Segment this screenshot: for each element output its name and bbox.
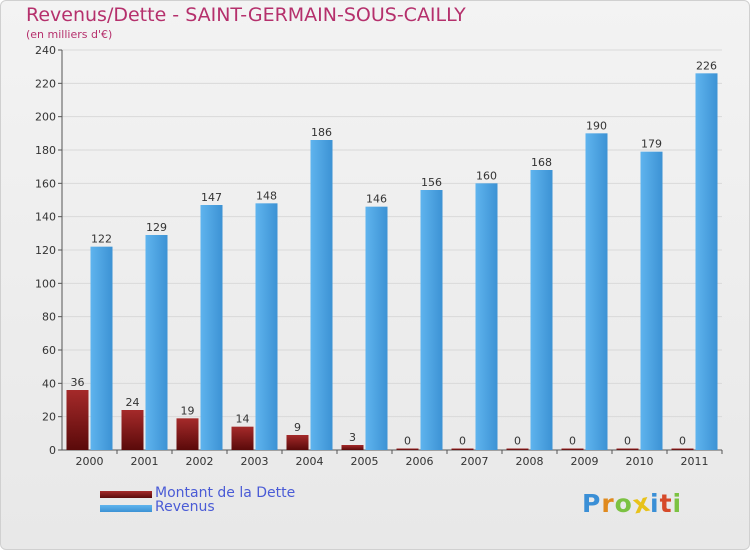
- data-label-revenue: 156: [421, 176, 442, 189]
- data-label-debt: 0: [569, 435, 576, 448]
- data-label-revenue: 146: [366, 193, 387, 206]
- chart-subtitle: (en milliers d'€): [26, 28, 113, 41]
- data-label-revenue: 186: [311, 126, 332, 139]
- y-tick-label: 80: [42, 311, 56, 324]
- legend-swatch-revenue: [100, 505, 152, 512]
- x-tick-label: 2007: [461, 455, 489, 468]
- x-tick-label: 2003: [241, 455, 269, 468]
- axes: [58, 49, 723, 454]
- legend-swatch-debt: [100, 491, 152, 498]
- data-label-revenue: 226: [696, 59, 717, 72]
- y-tick-label: 40: [42, 377, 56, 390]
- data-label-debt: 0: [459, 435, 466, 448]
- bar-revenue: [365, 206, 388, 450]
- x-tick-label: 2005: [351, 455, 379, 468]
- data-label-revenue: 160: [476, 169, 497, 182]
- data-label-revenue: 147: [201, 191, 222, 204]
- bar-debt: [561, 448, 584, 450]
- bar-revenue: [90, 246, 113, 450]
- logo-letter: t: [659, 489, 673, 518]
- data-label-revenue: 168: [531, 156, 552, 169]
- bar-debt: [341, 445, 364, 450]
- legend-label-debt: Montant de la Dette: [155, 485, 296, 501]
- y-tick-label: 20: [42, 411, 56, 424]
- bar-debt: [66, 390, 89, 450]
- bar-revenue: [255, 203, 278, 450]
- data-label-revenue: 148: [256, 189, 277, 202]
- chart-title: Revenus/Dette - SAINT-GERMAIN-SOUS-CAILL…: [26, 4, 466, 26]
- x-tick-label: 2000: [76, 455, 104, 468]
- bar-debt: [451, 448, 474, 450]
- bar-debt: [176, 418, 199, 450]
- bar-revenue: [585, 133, 608, 451]
- data-label-revenue: 190: [586, 119, 607, 132]
- y-tick-label: 60: [42, 344, 56, 357]
- logo-letter: P: [582, 489, 602, 518]
- logo-letter: r: [601, 489, 615, 518]
- logo-letter: o: [614, 489, 633, 518]
- bar-revenue: [200, 205, 223, 450]
- bar-revenue: [310, 140, 333, 450]
- bar-debt: [286, 435, 309, 450]
- bar-revenue: [145, 235, 168, 450]
- bar-revenue: [420, 190, 443, 450]
- y-tick-label: 100: [35, 277, 56, 290]
- data-label-revenue: 122: [91, 233, 112, 246]
- x-tick-label: 2001: [131, 455, 159, 468]
- y-tick-label: 180: [35, 144, 56, 157]
- bar-revenue: [640, 151, 663, 450]
- x-tick-label: 2008: [516, 455, 544, 468]
- labels: 0204060801001201401601802002202402000361…: [35, 44, 717, 468]
- legend-label-revenue: Revenus: [155, 499, 215, 515]
- bar-debt: [396, 448, 419, 450]
- proxiti-logo: Proxiti: [582, 488, 683, 520]
- data-label-revenue: 129: [146, 221, 167, 234]
- data-label-debt: 3: [349, 431, 356, 444]
- y-tick-label: 220: [35, 77, 56, 90]
- bar-debt: [121, 410, 144, 450]
- data-label-debt: 19: [181, 404, 195, 417]
- data-label-debt: 36: [71, 376, 85, 389]
- y-tick-label: 120: [35, 244, 56, 257]
- y-tick-label: 160: [35, 177, 56, 190]
- data-label-debt: 14: [236, 413, 250, 426]
- data-label-debt: 0: [514, 435, 521, 448]
- bars: [66, 73, 718, 451]
- y-tick-label: 140: [35, 211, 56, 224]
- data-label-debt: 9: [294, 421, 301, 434]
- bar-revenue: [530, 170, 553, 450]
- bar-debt: [671, 448, 694, 450]
- bar-debt: [231, 426, 254, 450]
- bar-debt: [506, 448, 529, 450]
- data-label-debt: 24: [126, 396, 140, 409]
- y-tick-label: 240: [35, 44, 56, 57]
- data-label-debt: 0: [624, 435, 631, 448]
- data-label-debt: 0: [679, 435, 686, 448]
- x-tick-label: 2002: [186, 455, 214, 468]
- bar-debt: [616, 448, 639, 450]
- x-tick-label: 2009: [571, 455, 599, 468]
- y-tick-label: 200: [35, 111, 56, 124]
- y-tick-label: 0: [49, 444, 56, 457]
- x-tick-label: 2004: [296, 455, 324, 468]
- bar-revenue: [695, 73, 718, 450]
- x-tick-label: 2011: [681, 455, 709, 468]
- logo-letter: i: [672, 489, 683, 518]
- bar-revenue: [475, 183, 498, 451]
- logo-letter: i: [650, 489, 660, 518]
- data-label-debt: 0: [404, 435, 411, 448]
- x-tick-label: 2010: [626, 455, 654, 468]
- x-tick-label: 2006: [406, 455, 434, 468]
- data-label-revenue: 179: [641, 138, 662, 151]
